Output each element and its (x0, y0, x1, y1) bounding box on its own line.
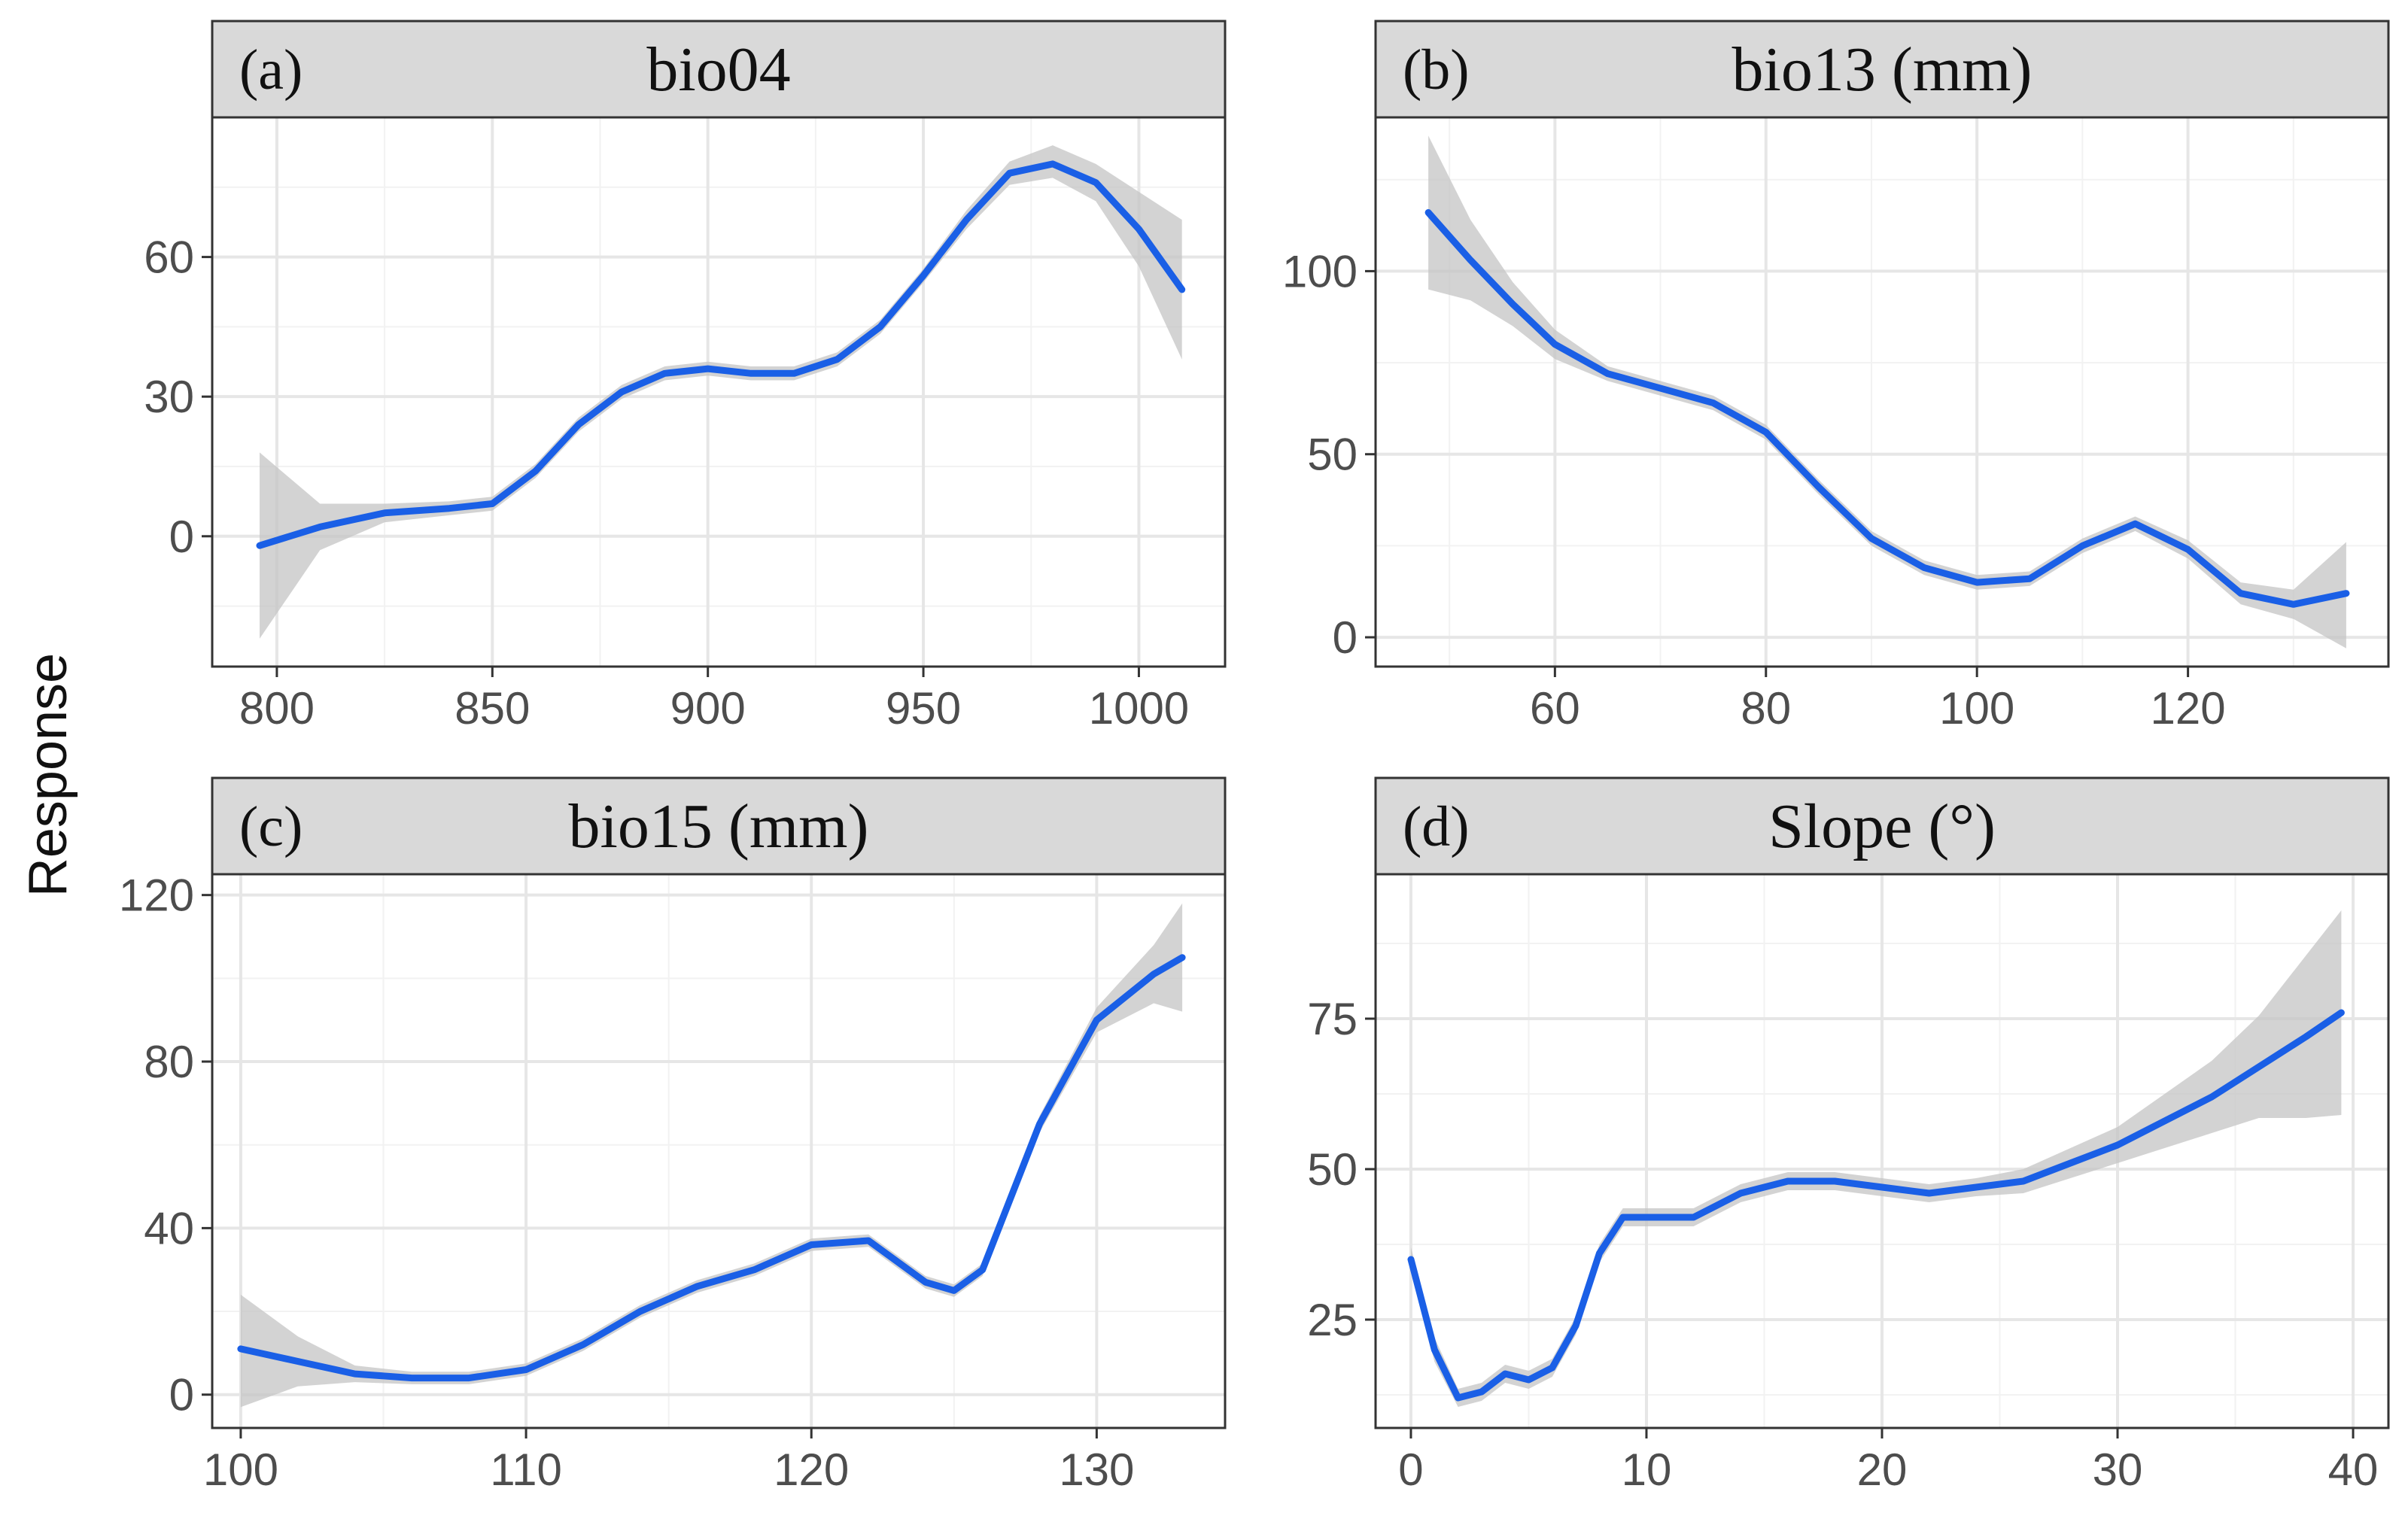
x-tick-label: 110 (490, 1444, 562, 1495)
y-tick-label: 25 (1307, 1295, 1358, 1345)
x-tick-label: 120 (774, 1444, 849, 1495)
x-tick-label: 80 (1741, 683, 1791, 734)
x-tick-label: 30 (2093, 1444, 2143, 1495)
panel-tag: (a) (239, 38, 303, 102)
x-tick-label: 130 (1059, 1444, 1134, 1495)
x-tick-label: 950 (886, 683, 961, 734)
panel-1: (a) bio04 800 850 900 950 1000 0 30 60 (144, 20, 1227, 734)
panel-tag: (c) (239, 795, 303, 858)
panel-strip (1374, 776, 2390, 876)
panel-title: bio13 (mm) (1732, 35, 2033, 105)
panel-border (211, 116, 1227, 668)
y-tick-label: 30 (144, 372, 194, 422)
plot-background (212, 117, 1225, 667)
x-tick-label: 20 (1857, 1444, 1908, 1495)
x-tick-label: 100 (1939, 683, 2014, 734)
panel-border (1374, 116, 2390, 668)
panel-tag: (b) (1403, 38, 1470, 102)
panel-strip (1374, 20, 2390, 119)
response-line (1407, 1009, 2345, 1402)
response-line (1424, 209, 2350, 608)
x-tick-label: 900 (670, 683, 746, 734)
panel-2: (b) bio13 (mm) 60 80 100 120 0 50 100 (1282, 20, 2390, 734)
panel-tag: (d) (1403, 795, 1470, 858)
panel-3: (c) bio15 (mm) 100 110 120 130 0 40 80 120 (119, 776, 1227, 1495)
x-tick-label: 10 (1622, 1444, 1672, 1495)
panel-border (211, 873, 1227, 1429)
x-tick-label: 100 (203, 1444, 278, 1495)
x-tick-label: 60 (1530, 683, 1580, 734)
y-tick-label: 60 (144, 232, 194, 283)
y-tick-label: 0 (169, 1370, 194, 1420)
x-tick-label: 850 (455, 683, 530, 734)
panel-4: (d) Slope (°) 0 10 20 30 40 25 50 75 (1307, 776, 2390, 1495)
panel-title: bio15 (mm) (569, 791, 869, 861)
confidence-ribbon (260, 145, 1182, 639)
y-tick-label: 50 (1307, 1144, 1358, 1195)
y-tick-label: 100 (1282, 246, 1358, 296)
x-tick-label: 120 (2151, 683, 2226, 734)
y-axis-label: Response (18, 653, 78, 897)
y-tick-label: 50 (1307, 430, 1358, 480)
y-tick-label: 80 (144, 1037, 194, 1087)
response-line (237, 954, 1186, 1382)
y-tick-label: 75 (1307, 994, 1358, 1044)
panel-title: Slope (°) (1768, 791, 1996, 861)
y-tick-label: 40 (144, 1203, 194, 1253)
y-tick-label: 120 (119, 870, 194, 921)
x-tick-label: 40 (2328, 1444, 2379, 1495)
y-tick-label: 0 (1333, 612, 1358, 663)
x-tick-label: 800 (239, 683, 315, 734)
response-line (256, 160, 1186, 549)
panel-strip (211, 776, 1227, 876)
y-tick-label: 0 (169, 512, 194, 562)
confidence-ribbon (240, 903, 1183, 1408)
x-tick-label: 1000 (1089, 683, 1189, 734)
panel-strip (211, 20, 1227, 119)
plot-background (212, 874, 1225, 1428)
panel-title: bio04 (646, 35, 790, 105)
x-tick-label: 0 (1398, 1444, 1423, 1495)
